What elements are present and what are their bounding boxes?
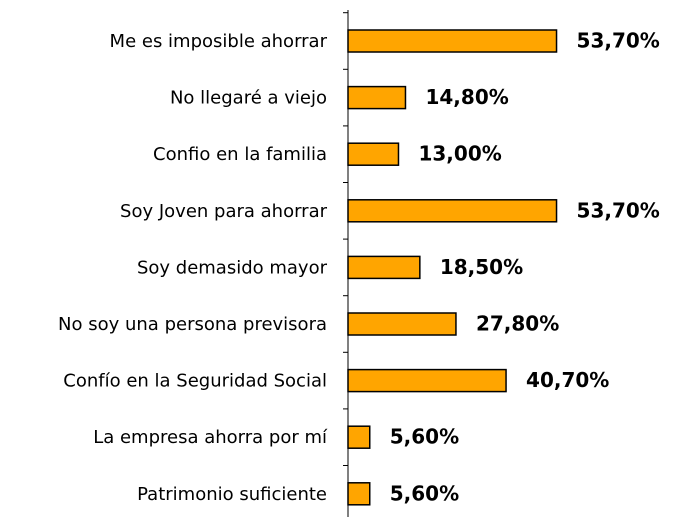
bar	[347, 312, 457, 336]
bar	[347, 29, 558, 53]
value-label: 13,00%	[418, 142, 501, 166]
bar	[347, 85, 407, 110]
category-label: No llegaré a viejo	[170, 88, 327, 109]
value-label: 53,70%	[577, 29, 660, 53]
category-label: Confio en la familia	[153, 144, 327, 165]
category-label: No soy una persona previsora	[58, 314, 327, 335]
bar	[347, 425, 371, 449]
bar	[347, 368, 507, 393]
bar	[347, 255, 421, 280]
bar	[347, 199, 558, 223]
bar	[347, 142, 400, 166]
category-label: Soy demasido mayor	[137, 257, 328, 278]
value-label: 5,60%	[390, 425, 459, 449]
category-label: La empresa ahorra por mí	[93, 427, 328, 448]
value-label: 40,70%	[526, 368, 609, 392]
category-label: Patrimonio suficiente	[137, 484, 327, 505]
value-label: 53,70%	[577, 198, 660, 222]
value-label: 14,80%	[425, 85, 508, 109]
category-label: Soy Joven para ahorrar	[120, 201, 328, 222]
value-label: 5,60%	[390, 481, 459, 505]
value-label: 18,50%	[440, 255, 523, 279]
value-label: 27,80%	[476, 312, 559, 336]
bar	[347, 482, 371, 506]
category-label: Confío en la Seguridad Social	[63, 371, 327, 392]
category-label: Me es imposible ahorrar	[110, 31, 328, 52]
